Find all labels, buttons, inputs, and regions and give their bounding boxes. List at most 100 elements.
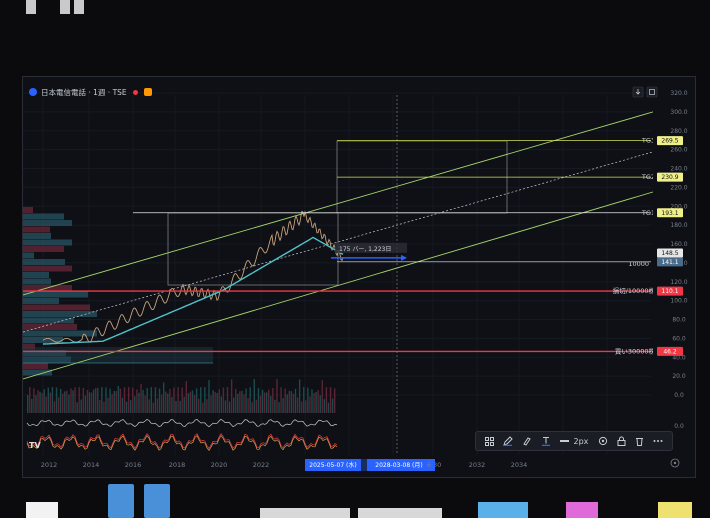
channel-mid-line[interactable]: [23, 148, 664, 333]
more-icon[interactable]: [653, 439, 663, 443]
tg3-badge: [657, 136, 683, 146]
volume-bar: [92, 389, 95, 413]
price-tick-label: 40.0: [672, 354, 686, 361]
volume-bar: [298, 379, 301, 413]
moving-average-line[interactable]: [42, 236, 344, 345]
volume-bar: [208, 380, 210, 413]
volume-bar: [74, 387, 76, 413]
volume-bar: [53, 401, 56, 413]
volume-bar: [290, 391, 293, 413]
tg3-label: TG3: [641, 137, 655, 145]
tg2-price: 230.9: [661, 174, 678, 181]
buy-price: 46.2: [663, 348, 677, 355]
drawing-toolbar: 2px: [475, 431, 673, 451]
stop-label: 損切/10000株: [613, 286, 656, 295]
volume-bar: [321, 380, 323, 413]
oscillator-tick-label: 0.0: [674, 423, 684, 430]
volume-bar: [132, 387, 134, 413]
price-tick-label: 0.0: [674, 392, 684, 399]
line-width-button[interactable]: 2px: [560, 437, 588, 446]
symbol-header[interactable]: 日本電信電話 · 1週 · TSE: [29, 85, 152, 99]
volume-bar: [268, 389, 270, 413]
lock-icon[interactable]: [617, 436, 626, 446]
volume-bar: [270, 395, 272, 413]
volume-bar: [117, 385, 120, 413]
volume-profile-bar: [23, 252, 34, 259]
fullscreen-icon[interactable]: [646, 86, 658, 98]
time-tick-label: 2022: [253, 461, 270, 469]
price-tick-label: 200.0: [670, 203, 687, 210]
volume-bar: [327, 402, 330, 413]
bottom-swatch: [108, 484, 134, 518]
volume-bar: [235, 388, 237, 413]
volume-bar: [276, 379, 278, 413]
volume-bar: [263, 392, 266, 413]
price-tick-label: 160.0: [670, 241, 687, 248]
text-icon[interactable]: [541, 436, 551, 446]
measure-text: 175 バー, 1,223日: [339, 246, 391, 253]
volume-bar: [333, 388, 336, 413]
stochastic-k-line: [26, 432, 338, 450]
volume-bar: [288, 390, 291, 413]
volume-bar: [210, 395, 212, 413]
entry-price-badge: [657, 257, 683, 267]
gear-icon[interactable]: [670, 458, 680, 468]
top-mark: [74, 0, 84, 14]
volume-bar: [218, 389, 220, 413]
dividend-icon[interactable]: [143, 88, 152, 96]
volume-bar: [315, 391, 317, 413]
volume-bar: [307, 387, 309, 413]
volume-bar: [109, 388, 111, 413]
volume-bar: [84, 395, 87, 413]
volume-bar: [127, 387, 130, 413]
range-start-badge[interactable]: [305, 459, 361, 471]
volume-bar: [152, 402, 155, 413]
volume-bar: [156, 398, 159, 413]
tg2-label: TG2: [641, 173, 655, 181]
volume-bar: [148, 399, 150, 413]
volume-bar: [140, 384, 142, 413]
volume-bar: [239, 391, 241, 413]
price-series[interactable]: [42, 210, 344, 343]
bottom-swatch: [566, 502, 598, 518]
volume-profile-bar: [23, 265, 72, 272]
symbol-title[interactable]: 日本電信電話 · 1週 · TSE: [41, 87, 127, 97]
price-tick-label: 120.0: [670, 279, 687, 286]
volume-profile-bar: [23, 259, 65, 265]
grid-icon[interactable]: [484, 436, 494, 446]
volume-bar: [294, 388, 297, 413]
volume-bar: [138, 392, 140, 413]
channel-lower-line[interactable]: [23, 188, 664, 380]
volume-bar: [146, 388, 148, 413]
volume-bar: [49, 392, 52, 413]
pencil-icon[interactable]: [503, 436, 513, 446]
volume-bar: [173, 387, 175, 413]
top-mark: [26, 0, 36, 14]
volume-profile-bar: [23, 207, 33, 213]
volume-bar: [259, 395, 262, 413]
bottom-swatch: [144, 484, 170, 518]
volume-bar: [280, 387, 282, 413]
settings-icon[interactable]: [598, 436, 608, 446]
channel-upper-line[interactable]: [23, 108, 664, 296]
chart-window[interactable]: 175 バー, 1,223日 TG3 TG2 TG1 10000 損切/10000株 買い3…: [22, 76, 696, 478]
volume-bar: [272, 387, 274, 413]
arrow-down-glyph: [635, 89, 641, 95]
volume-bar: [154, 387, 157, 413]
volume-bar: [181, 387, 183, 413]
volume-bar: [313, 392, 315, 413]
marker-icon[interactable]: [522, 436, 532, 446]
volume-bar: [171, 397, 173, 413]
range-end-badge[interactable]: [367, 459, 435, 471]
volume-bar: [62, 393, 64, 413]
volume-bar: [64, 391, 66, 413]
volume-bar: [197, 398, 200, 413]
volume-bar: [43, 389, 45, 413]
volume-bar: [31, 398, 33, 413]
volume-bar: [68, 394, 70, 413]
price-chart[interactable]: 175 バー, 1,223日 TG3 TG2 TG1 10000 損切/10000株買い3…: [23, 77, 695, 477]
volume-bar: [237, 393, 239, 413]
price-axis[interactable]: [653, 91, 695, 463]
volume-bar: [214, 391, 216, 413]
trash-icon[interactable]: [635, 436, 644, 446]
